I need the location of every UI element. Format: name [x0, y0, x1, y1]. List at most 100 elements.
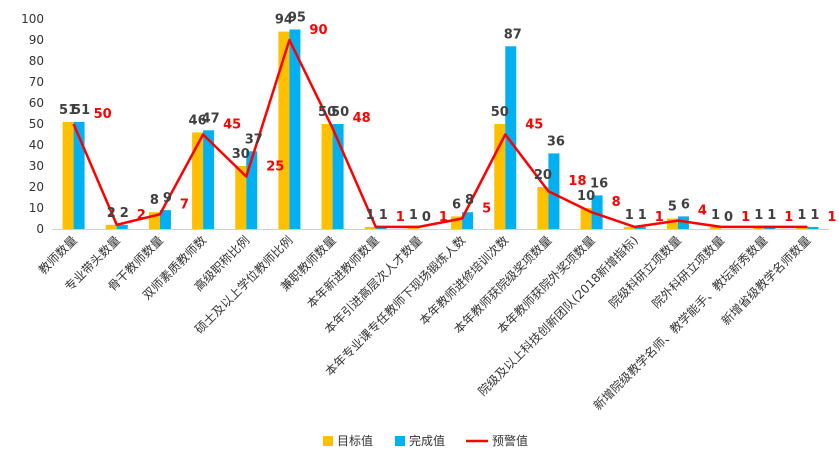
label-actual-10: 87	[504, 27, 522, 42]
y-tick-label-10: 100	[21, 12, 44, 26]
label-warning-14: 4	[698, 204, 707, 219]
label-warning-7: 1	[396, 210, 405, 225]
x-tick-label-15: 院外科研立项数量	[649, 233, 727, 311]
y-tick-label-9: 90	[29, 33, 44, 47]
y-tick-label-0: 0	[36, 222, 44, 236]
bar-target-12	[580, 208, 592, 229]
x-tick-label-13: 院级及以上科技创新团队(2018新增指标)	[475, 233, 641, 399]
label-warning-17: 1	[827, 210, 836, 225]
bar-actual-6	[332, 124, 344, 229]
label-target-15: 1	[711, 208, 720, 223]
label-warning-16: 1	[784, 210, 793, 225]
bars	[62, 29, 819, 229]
bar-actual-10	[505, 46, 517, 229]
label-warning-10: 45	[525, 118, 543, 133]
bar-target-2	[148, 212, 160, 229]
label-warning-0: 50	[94, 107, 112, 122]
label-actual-17: 1	[810, 208, 819, 223]
y-tick-label-4: 40	[29, 138, 44, 152]
label-warning-4: 25	[266, 160, 284, 175]
x-axis: 教师数量专业带头数量骨干教师数量双师素质教师数高级职称比例硕士及以上学位教师比例…	[35, 229, 829, 413]
warning-series-line	[72, 38, 808, 229]
bar-target-9	[451, 216, 463, 229]
bar-target-13	[623, 226, 635, 229]
label-actual-1: 2	[120, 206, 129, 221]
y-tick-label-7: 70	[29, 75, 44, 89]
label-warning-15: 1	[741, 210, 750, 225]
bar-target-15	[710, 226, 722, 229]
label-actual-0: 51	[72, 103, 90, 118]
label-actual-6: 50	[331, 105, 349, 120]
bar-actual-4	[246, 151, 258, 229]
label-warning-9: 5	[482, 202, 491, 217]
label-target-2: 8	[150, 193, 159, 208]
x-tick-label-7: 本年新进教师数量	[303, 233, 381, 311]
bar-target-4	[235, 166, 247, 229]
label-target-0: 51	[59, 103, 77, 118]
label-warning-5: 90	[309, 23, 327, 38]
bar-target-1	[105, 224, 117, 229]
y-tick-label-1: 10	[29, 201, 44, 215]
bar-target-7	[364, 226, 376, 229]
x-tick-label-0: 教师数量	[35, 233, 80, 278]
label-target-10: 50	[491, 105, 509, 120]
bar-actual-12	[591, 195, 603, 229]
y-tick-label-5: 50	[29, 117, 44, 131]
label-actual-4: 37	[245, 132, 263, 147]
label-actual-3: 47	[202, 111, 220, 126]
label-target-13: 1	[625, 208, 634, 223]
y-tick-label-6: 60	[29, 96, 44, 110]
label-warning-13: 1	[655, 210, 664, 225]
x-tick-label-14: 院级科研立项数量	[606, 233, 684, 311]
label-target-16: 1	[754, 208, 763, 223]
bar-actual-0	[73, 121, 85, 229]
y-tick-label-2: 20	[29, 180, 44, 194]
label-target-9: 6	[452, 197, 461, 212]
legend-label-2: 预警值	[492, 433, 528, 448]
legend-swatch-1	[395, 436, 405, 446]
label-target-17: 1	[797, 208, 806, 223]
label-warning-6: 48	[353, 111, 371, 126]
label-actual-8: 0	[422, 210, 431, 225]
label-warning-12: 8	[612, 195, 621, 210]
bar-target-3	[192, 132, 204, 229]
bar-target-14	[666, 218, 678, 229]
bar-actual-5	[289, 29, 301, 229]
label-warning-2: 7	[180, 197, 189, 212]
legend-label-0: 目标值	[337, 433, 373, 448]
label-actual-9: 8	[465, 193, 474, 208]
bar-target-6	[321, 124, 333, 229]
label-warning-1: 2	[137, 208, 146, 223]
label-target-5: 94	[275, 13, 293, 28]
bar-actual-1	[116, 224, 128, 229]
label-target-7: 1	[366, 208, 375, 223]
label-actual-7: 1	[379, 208, 388, 223]
y-tick-label-8: 80	[29, 54, 44, 68]
label-actual-14: 6	[681, 197, 690, 212]
label-actual-5: 95	[288, 11, 306, 26]
legend-swatch-0	[323, 436, 333, 446]
bar-actual-2	[159, 210, 171, 229]
bar-actual-9	[462, 212, 474, 229]
label-target-3: 46	[189, 113, 207, 128]
bar-actual-11	[548, 153, 560, 229]
label-warning-3: 45	[223, 118, 241, 133]
label-actual-15: 0	[724, 210, 733, 225]
label-target-11: 20	[534, 168, 552, 183]
label-target-14: 5	[668, 200, 677, 215]
label-actual-11: 36	[547, 134, 565, 149]
warning-line	[72, 38, 808, 229]
label-target-1: 2	[107, 206, 116, 221]
label-actual-12: 16	[590, 176, 608, 191]
bar-actual-3	[203, 130, 215, 229]
bar-target-0	[62, 121, 74, 229]
bar-actual-14	[677, 216, 689, 229]
bar-target-11	[537, 187, 549, 229]
label-target-4: 30	[232, 147, 250, 162]
bar-target-5	[278, 31, 290, 229]
bar-actual-17	[807, 226, 819, 229]
label-warning-11: 18	[568, 174, 586, 189]
legend-label-1: 完成值	[409, 433, 445, 448]
label-target-6: 50	[318, 105, 336, 120]
